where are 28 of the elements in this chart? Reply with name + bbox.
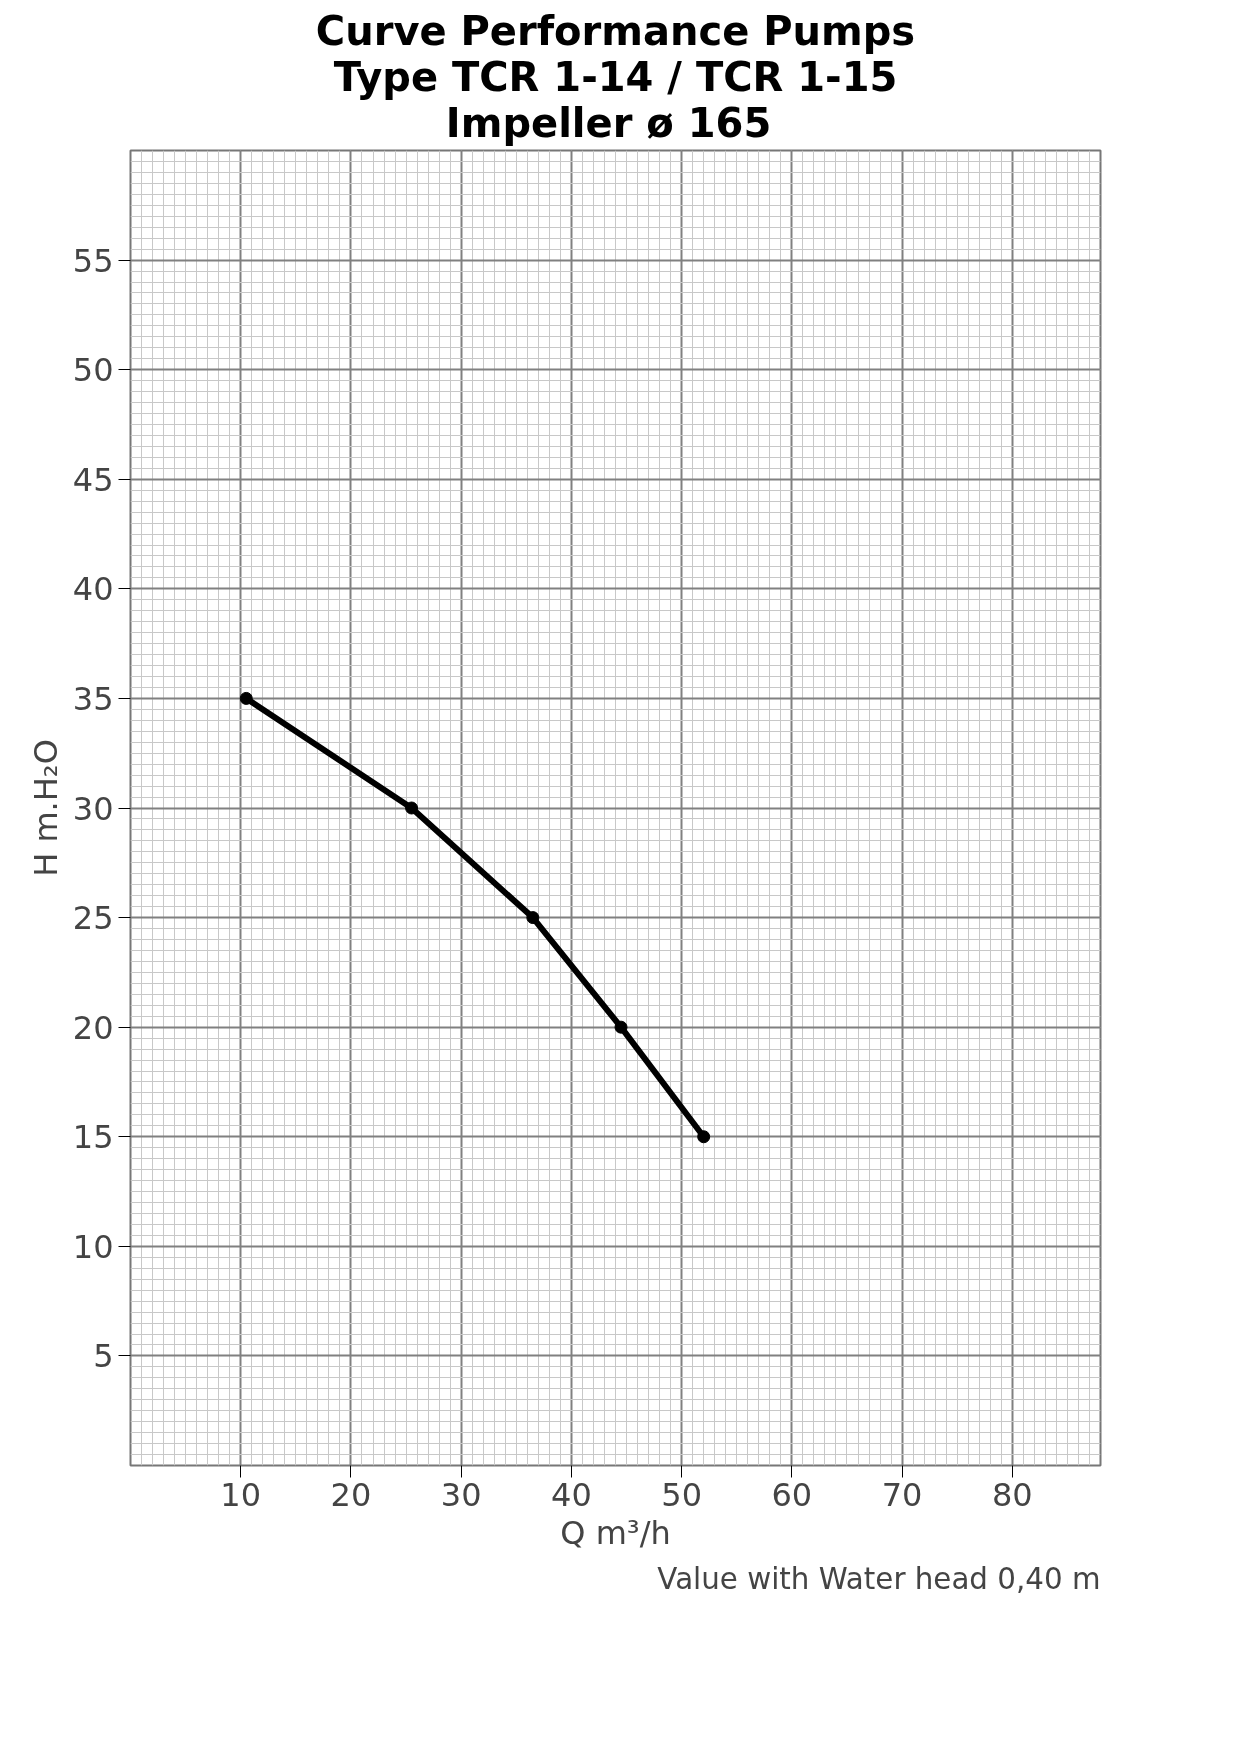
x-tick-label: 50 bbox=[661, 1475, 702, 1514]
x-tick-label: 60 bbox=[771, 1475, 813, 1514]
point bbox=[526, 911, 540, 925]
x-tick-label: 70 bbox=[881, 1475, 923, 1514]
point bbox=[697, 1130, 711, 1144]
text: Value with Water head 0,40 m bbox=[657, 1561, 1101, 1596]
y-tick-label: 5 bbox=[93, 1337, 114, 1376]
y-tick-label: 50 bbox=[72, 351, 114, 390]
y-tick-label: 55 bbox=[72, 241, 114, 280]
y-tick-label: 20 bbox=[72, 1008, 114, 1047]
y-tick-label: 10 bbox=[72, 1227, 114, 1266]
chart-title: Curve Performance Pumps Type TCR 1-14 / TCR 1-15 Impeller ø 165 bbox=[315, 7, 916, 146]
x-tick-label: 80 bbox=[991, 1475, 1033, 1514]
point bbox=[239, 691, 253, 705]
y-axis-title: H m.H₂O bbox=[26, 739, 65, 877]
y-tick-label: 25 bbox=[72, 899, 114, 938]
y-tick-label: 35 bbox=[72, 679, 114, 718]
x-axis-title: Q m³/h bbox=[560, 1513, 671, 1552]
x-tick-label: 10 bbox=[220, 1475, 262, 1514]
point bbox=[614, 1020, 628, 1034]
y-tick-label: 40 bbox=[72, 570, 114, 609]
y-tick-label: 30 bbox=[72, 789, 114, 828]
point bbox=[405, 801, 419, 815]
x-tick-label: 20 bbox=[330, 1475, 372, 1514]
x-tick-label: 40 bbox=[551, 1475, 592, 1514]
y-tick-label: 45 bbox=[72, 460, 114, 499]
x-tick-label: 30 bbox=[440, 1475, 482, 1514]
y-tick-label: 15 bbox=[72, 1118, 114, 1157]
